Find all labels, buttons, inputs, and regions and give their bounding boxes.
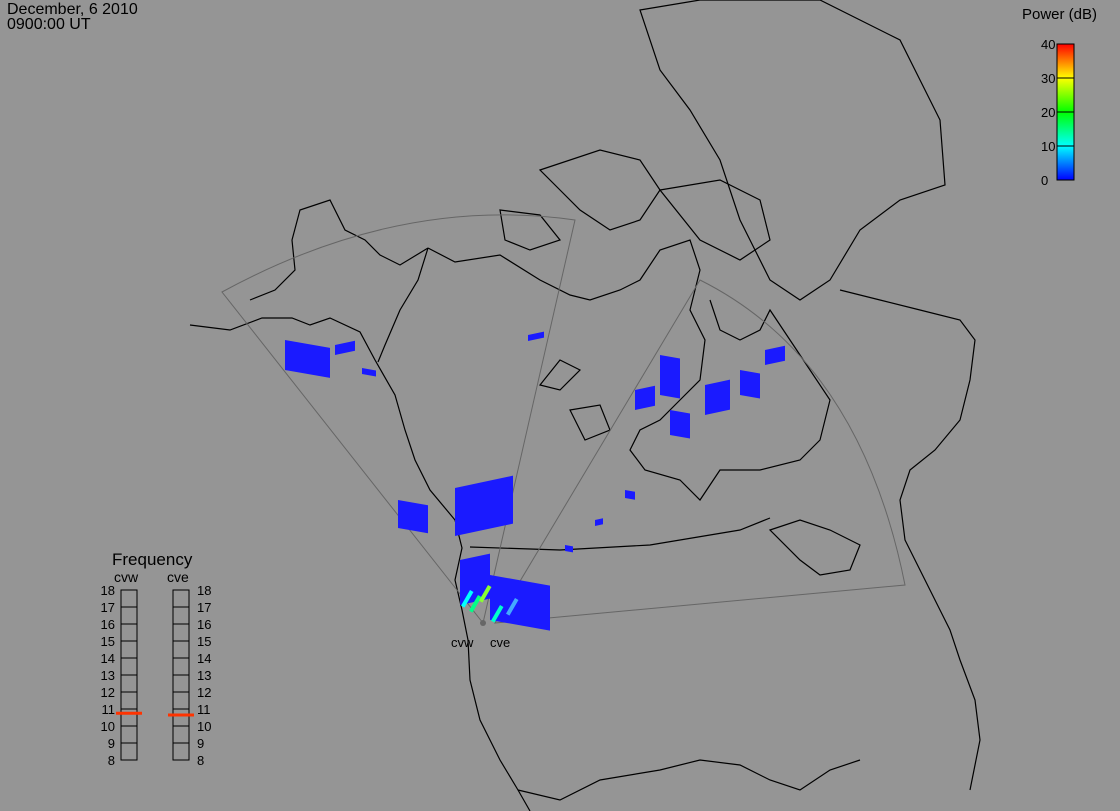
frequency-tick: 14 bbox=[197, 651, 211, 666]
echo-cell bbox=[491, 605, 504, 623]
power-tick: 10 bbox=[1041, 139, 1055, 154]
echo-cell bbox=[705, 379, 730, 415]
site-label-cve: cve bbox=[490, 635, 510, 650]
power-tick: 0 bbox=[1041, 173, 1048, 188]
time-label: 0900:00 UT bbox=[7, 16, 91, 33]
frequency-tick: 9 bbox=[197, 736, 204, 751]
frequency-tick: 10 bbox=[101, 719, 115, 734]
frequency-tick: 11 bbox=[197, 702, 211, 717]
power-ticks: 40 30 20 10 0 bbox=[1041, 37, 1055, 188]
radar-label-cve: cve bbox=[167, 569, 189, 585]
frequency-tick: 9 bbox=[108, 736, 115, 751]
date-label: December, 6 2010 bbox=[7, 1, 138, 18]
frequency-tick: 15 bbox=[197, 634, 211, 649]
echo-cell bbox=[765, 345, 785, 365]
cve-fov bbox=[494, 279, 906, 624]
frequency-tick: 12 bbox=[197, 685, 211, 700]
cvw-fov bbox=[221, 214, 576, 624]
frequency-tick: 17 bbox=[197, 600, 211, 615]
frequency-tick: 10 bbox=[197, 719, 211, 734]
radar-site bbox=[480, 620, 486, 626]
echo-cell bbox=[740, 369, 760, 399]
radar-echoes bbox=[285, 331, 785, 631]
power-tick: 20 bbox=[1041, 105, 1055, 120]
frequency-tick: 11 bbox=[102, 702, 116, 717]
echo-cell bbox=[479, 585, 492, 603]
power-colorbar bbox=[1056, 43, 1075, 181]
echo-cell bbox=[565, 545, 573, 553]
echo-cell bbox=[660, 355, 680, 399]
frequency-tick: 8 bbox=[197, 753, 204, 768]
frequency-title: Frequency bbox=[112, 550, 193, 569]
echo-cell bbox=[460, 553, 490, 605]
echo-cell bbox=[595, 518, 603, 527]
frequency-tick: 18 bbox=[197, 583, 211, 598]
echo-cell bbox=[468, 595, 482, 613]
echo-cell bbox=[335, 340, 355, 355]
power-tick: 40 bbox=[1041, 37, 1055, 52]
echo-cell bbox=[670, 410, 690, 439]
frequency-tick: 13 bbox=[101, 668, 115, 683]
frequency-tick: 15 bbox=[101, 634, 115, 649]
power-title: Power (dB) bbox=[1022, 6, 1097, 23]
power-tick: 30 bbox=[1041, 71, 1055, 86]
echo-cell bbox=[285, 340, 330, 378]
frequency-tick: 16 bbox=[101, 617, 115, 632]
echo-cell bbox=[398, 500, 428, 534]
coastlines bbox=[189, 0, 981, 811]
echo-cell bbox=[362, 368, 376, 377]
echo-cell bbox=[528, 331, 544, 341]
frequency-tick: 17 bbox=[101, 600, 115, 615]
echo-cell bbox=[461, 590, 474, 608]
frequency-tick: 13 bbox=[197, 668, 211, 683]
frequency-tick: 18 bbox=[101, 583, 115, 598]
frequency-tick: 12 bbox=[101, 685, 115, 700]
frequency-tick: 16 bbox=[197, 617, 211, 632]
echo-cell bbox=[455, 475, 513, 536]
frequency-tick: 8 bbox=[108, 753, 115, 768]
fields-of-view bbox=[221, 214, 906, 624]
echo-cell bbox=[490, 575, 550, 631]
frequency-bars: 18 17 16 15 14 13 12 11 10 9 8 18 17 16 15 14 13 12 11 10 9 8 bbox=[101, 583, 212, 768]
site-label-cvw: cvw bbox=[451, 635, 474, 650]
frequency-tick: 14 bbox=[101, 651, 115, 666]
echo-cell bbox=[625, 490, 635, 500]
echo-cell bbox=[635, 385, 655, 410]
radar-label-cvw: cvw bbox=[114, 569, 139, 585]
echo-cell bbox=[505, 598, 519, 616]
